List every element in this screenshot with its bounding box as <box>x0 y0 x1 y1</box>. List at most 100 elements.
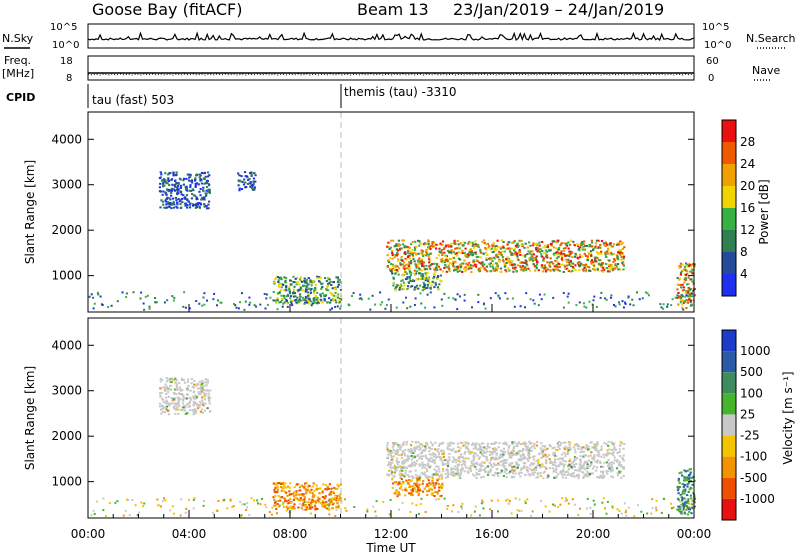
echo-cell <box>250 187 253 189</box>
echo-cell <box>516 246 520 249</box>
echo-cell <box>237 307 240 310</box>
echo-cell <box>175 205 178 208</box>
echo-cell <box>171 197 175 200</box>
echo-cell <box>680 496 683 499</box>
echo-cell <box>250 171 253 174</box>
velocity-ylabel: Slant Range [km] <box>23 366 37 470</box>
echo-cell <box>690 303 693 306</box>
echo-cell <box>613 304 615 306</box>
echo-cell <box>298 489 301 492</box>
echo-cell <box>481 464 484 467</box>
echo-cell <box>688 502 691 505</box>
echo-cell <box>604 506 606 509</box>
echo-cell <box>619 463 623 466</box>
echo-cell <box>148 305 151 308</box>
echo-cell <box>464 270 467 273</box>
echo-cell <box>589 454 592 457</box>
echo-cell <box>321 505 324 508</box>
echo-cell <box>334 515 337 517</box>
echo-cell <box>573 460 576 463</box>
echo-cell <box>684 498 687 501</box>
echo-cell <box>421 482 424 485</box>
echo-cell <box>541 465 544 468</box>
echo-cell <box>491 474 494 476</box>
echo-cell <box>124 509 127 512</box>
echo-cell <box>99 295 102 298</box>
echo-cell <box>574 252 577 255</box>
echo-cell <box>327 499 330 502</box>
echo-cell <box>280 278 283 281</box>
echo-cell <box>495 266 498 268</box>
echo-cell <box>460 242 463 245</box>
echo-cell <box>440 474 443 477</box>
echo-cell <box>453 239 456 242</box>
echo-cell <box>688 488 691 491</box>
echo-cell <box>420 269 423 272</box>
echo-cell <box>295 301 298 304</box>
echo-cell <box>162 190 165 193</box>
echo-cell <box>203 182 206 185</box>
echo-cell <box>196 395 199 398</box>
echo-cell <box>182 179 185 182</box>
echo-cell <box>434 484 437 487</box>
echo-cell <box>388 451 391 454</box>
echo-cell <box>537 459 540 462</box>
echo-cell <box>416 486 420 489</box>
echo-cell <box>276 308 279 311</box>
echo-cell <box>631 298 634 301</box>
echo-cell <box>339 493 342 496</box>
echo-cell <box>600 250 603 253</box>
echo-cell <box>580 244 583 247</box>
echo-cell <box>176 193 179 196</box>
echo-cell <box>578 264 581 267</box>
echo-cell <box>566 471 569 474</box>
echo-cell <box>681 502 684 505</box>
echo-cell <box>196 203 199 206</box>
echo-cell <box>479 451 482 454</box>
echo-cell <box>110 304 113 307</box>
echo-cell <box>391 446 394 449</box>
echo-cell <box>205 389 208 392</box>
echo-cell <box>102 509 105 512</box>
echo-cell <box>351 295 353 297</box>
echo-cell <box>444 472 447 475</box>
echo-cell <box>296 493 299 496</box>
echo-cell <box>488 450 491 453</box>
echo-cell <box>573 446 576 449</box>
echo-cell <box>403 449 407 452</box>
echo-cell <box>676 277 679 279</box>
echo-cell <box>167 403 171 406</box>
echo-cell <box>399 263 402 266</box>
echo-cell <box>292 292 295 295</box>
echo-cell <box>446 471 449 474</box>
echo-cell <box>199 174 202 177</box>
echo-cell <box>467 448 470 451</box>
echo-cell <box>389 269 392 272</box>
echo-cell <box>454 247 457 250</box>
echo-cell <box>566 244 569 247</box>
echo-cell <box>195 402 198 405</box>
echo-cell <box>202 504 205 507</box>
echo-cell <box>607 247 610 250</box>
echo-cell <box>312 299 315 302</box>
echo-cell <box>608 243 612 246</box>
echo-cell <box>314 504 317 507</box>
echo-cell <box>166 410 169 412</box>
echo-cell <box>285 300 288 302</box>
echo-cell <box>580 450 584 453</box>
echo-cell <box>500 254 503 257</box>
echo-cell <box>463 452 466 455</box>
echo-cell <box>688 289 691 292</box>
echo-cell <box>207 182 210 185</box>
echo-cell <box>502 250 505 253</box>
echo-cell <box>163 184 166 187</box>
echo-cell <box>400 483 403 486</box>
echo-cell <box>535 263 539 266</box>
echo-cell <box>317 500 320 503</box>
echo-cell <box>473 453 476 456</box>
echo-cell <box>276 297 279 299</box>
echo-cell <box>610 441 613 444</box>
echo-cell <box>540 253 543 256</box>
echo-cell <box>541 270 544 273</box>
echo-cell <box>281 283 285 286</box>
